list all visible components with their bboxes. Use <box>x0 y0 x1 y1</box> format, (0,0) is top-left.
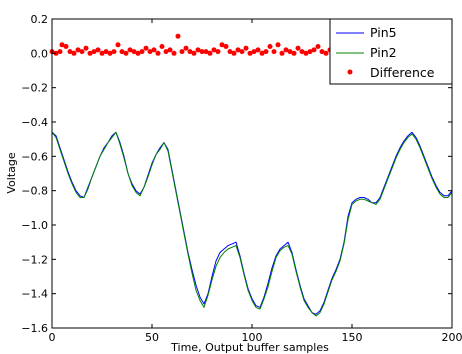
legend: Pin5 Pin2 Difference <box>329 18 453 85</box>
difference-point <box>131 49 137 55</box>
difference-point <box>151 47 157 53</box>
difference-point <box>275 42 281 48</box>
difference-point <box>303 50 309 56</box>
difference-point <box>107 50 113 56</box>
difference-point <box>323 50 329 56</box>
difference-point <box>227 49 233 55</box>
difference-point <box>295 45 301 51</box>
legend-label-pin2: Pin2 <box>370 45 397 60</box>
y-tick-label: −0.6 <box>21 150 48 163</box>
difference-point <box>187 49 193 55</box>
x-tick-label: 100 <box>242 331 263 344</box>
difference-point <box>231 50 237 56</box>
difference-point <box>283 47 289 53</box>
difference-point <box>87 50 93 56</box>
difference-point <box>263 49 269 55</box>
difference-point <box>171 50 177 56</box>
legend-label-difference: Difference <box>370 65 435 80</box>
difference-point <box>211 47 217 53</box>
difference-point <box>159 44 165 49</box>
difference-point <box>67 49 73 55</box>
legend-swatch-difference <box>347 69 353 75</box>
y-tick-label: 0.0 <box>31 47 49 60</box>
difference-point <box>175 33 181 39</box>
difference-point <box>235 47 241 53</box>
difference-point <box>203 49 209 55</box>
difference-point <box>259 50 265 56</box>
difference-point <box>143 45 149 51</box>
difference-point <box>307 49 313 55</box>
difference-point <box>103 49 109 55</box>
y-tick-label: −1.0 <box>21 219 48 232</box>
difference-point <box>111 49 117 55</box>
plot-frame <box>51 18 453 329</box>
difference-point <box>255 47 261 53</box>
difference-point <box>319 49 325 55</box>
x-tick-label: 150 <box>342 331 363 344</box>
y-tick-label: −1.2 <box>21 253 48 266</box>
difference-point <box>179 49 185 55</box>
x-tick-label: 50 <box>145 331 159 344</box>
y-tick-label: −0.8 <box>21 185 48 198</box>
difference-point <box>127 47 133 53</box>
difference-point <box>83 45 89 51</box>
difference-point <box>267 44 273 49</box>
difference-point <box>315 44 321 49</box>
y-tick-label: −1.6 <box>21 322 48 335</box>
y-tick-label: −1.4 <box>21 288 48 301</box>
difference-point <box>59 42 65 48</box>
series-line-pin2 <box>51 131 453 317</box>
difference-point <box>99 50 105 56</box>
difference-point <box>279 50 285 56</box>
difference-point <box>247 50 253 56</box>
difference-point <box>199 49 205 55</box>
difference-point <box>75 47 81 53</box>
difference-point <box>183 45 189 51</box>
difference-point <box>207 50 213 56</box>
difference-point <box>135 50 141 56</box>
difference-point <box>291 50 297 56</box>
difference-point <box>155 50 161 56</box>
difference-point <box>223 44 229 49</box>
difference-point <box>123 50 129 56</box>
difference-point <box>243 45 249 51</box>
difference-point <box>57 49 63 55</box>
difference-point <box>163 49 169 55</box>
y-axis-label: Voltage <box>5 152 18 193</box>
x-tick-label: 200 <box>442 331 462 344</box>
difference-point <box>311 47 317 53</box>
difference-point <box>79 49 85 55</box>
difference-point <box>287 49 293 55</box>
y-tick-label: −0.2 <box>21 82 48 95</box>
x-tick-label: 0 <box>49 331 56 344</box>
difference-point <box>215 49 221 55</box>
difference-point <box>219 42 225 48</box>
y-tick-label: 0.2 <box>31 13 49 26</box>
difference-point <box>271 49 277 55</box>
difference-point <box>195 47 201 53</box>
y-tick-label: −0.4 <box>21 116 48 129</box>
difference-point <box>115 42 121 48</box>
difference-point <box>251 49 257 55</box>
difference-point <box>167 47 173 53</box>
x-axis-label: Time, Output buffer samples <box>170 341 329 354</box>
difference-point <box>95 47 101 53</box>
difference-point <box>299 49 305 55</box>
difference-point <box>63 44 69 49</box>
difference-point <box>239 49 245 55</box>
difference-point <box>119 49 125 55</box>
difference-point <box>139 49 145 55</box>
difference-point <box>147 49 153 55</box>
difference-point <box>91 49 97 55</box>
difference-point <box>71 50 77 56</box>
legend-label-pin5: Pin5 <box>370 25 397 40</box>
difference-point <box>191 50 197 56</box>
